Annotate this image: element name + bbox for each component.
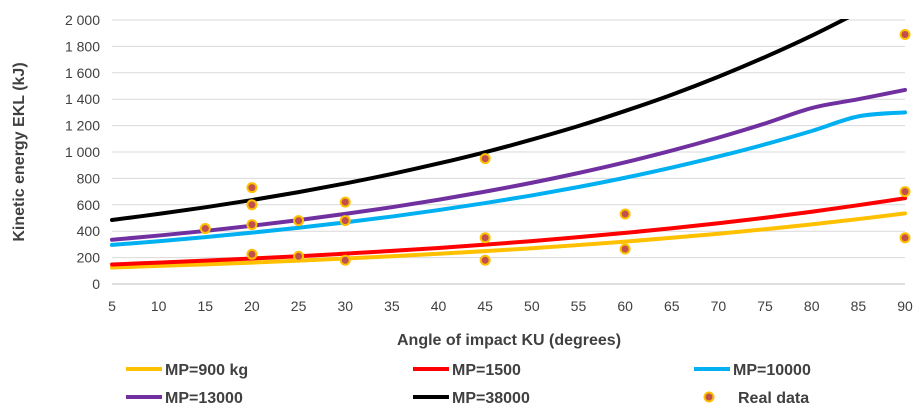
real-data-point: [619, 243, 631, 255]
legend-label-mp13000: MP=13000: [165, 390, 243, 407]
x-tick-label: 35: [384, 298, 400, 314]
real-data-point: [246, 199, 258, 211]
x-tick-label: 90: [897, 298, 913, 314]
x-tick-label: 30: [337, 298, 353, 314]
y-tick-label: 1 000: [65, 144, 100, 160]
legend-label-mp1500: MP=1500: [452, 362, 521, 379]
real-data-point: [246, 182, 258, 194]
real-data-point: [479, 254, 491, 266]
x-tick-label: 10: [151, 298, 167, 314]
y-tick-label: 800: [77, 170, 101, 186]
y-tick-label: 1 400: [65, 91, 100, 107]
y-tick-label: 2 000: [65, 12, 100, 28]
x-tick-label: 5: [108, 298, 116, 314]
real-data-points: [199, 29, 911, 266]
real-data-point: [339, 215, 351, 227]
real-data-point: [246, 248, 258, 260]
real-data-point: [293, 250, 305, 262]
x-tick-label: 15: [198, 298, 214, 314]
series-line-3: [110, 87, 907, 242]
y-tick-label: 600: [77, 197, 101, 213]
x-tick-label: 25: [291, 298, 307, 314]
x-tick-label: 40: [431, 298, 447, 314]
y-tick-label: 0: [92, 276, 100, 292]
real-data-point: [479, 232, 491, 244]
x-tick-label: 50: [524, 298, 540, 314]
legend-label-mp10000: MP=10000: [733, 362, 811, 379]
y-tick-label: 1 200: [65, 118, 100, 134]
x-tick-label: 65: [664, 298, 680, 314]
x-tick-label: 20: [244, 298, 260, 314]
real-data-point: [293, 215, 305, 227]
x-axis-title: Angle of impact KU (degrees): [397, 332, 621, 349]
x-tick-label: 70: [711, 298, 727, 314]
series-line-1: [110, 196, 907, 267]
legend: MP=900 kg MP=1500 MP=10000 MP=13000 MP=3…: [126, 362, 811, 407]
legend-label-mp38000: MP=38000: [452, 390, 530, 407]
real-data-point: [246, 219, 258, 231]
x-tick-label: 60: [617, 298, 633, 314]
legend-label-real-data: Real data: [738, 390, 809, 407]
series-line-0: [110, 211, 907, 270]
x-tick-label: 80: [804, 298, 820, 314]
real-data-point: [899, 29, 911, 41]
y-tick-label: 1 600: [65, 65, 100, 81]
real-data-point: [899, 232, 911, 244]
y-tick-label: 400: [77, 223, 101, 239]
tick-labels: 0 200 400 600 800 1 000 1 200 1 400 1 600 1 800 2 …: [65, 12, 913, 314]
series-line-2: [110, 110, 907, 247]
x-tick-label: 75: [757, 298, 773, 314]
legend-marker-real-data: [703, 391, 715, 403]
x-tick-label: 85: [851, 298, 867, 314]
real-data-point: [619, 208, 631, 220]
x-tick-label: 55: [571, 298, 587, 314]
legend-label-mp900: MP=900 kg: [165, 362, 248, 379]
real-data-point: [479, 153, 491, 165]
real-data-point: [339, 196, 351, 208]
series-lines: [110, 19, 907, 270]
y-tick-label: 200: [77, 250, 101, 266]
real-data-point: [199, 223, 211, 235]
y-axis-title: Kinetic energy EKL (kJ): [11, 62, 28, 241]
real-data-point: [899, 186, 911, 198]
series-line-4: [110, 19, 850, 222]
x-tick-label: 45: [477, 298, 493, 314]
y-tick-label: 1 800: [65, 38, 100, 54]
real-data-point: [339, 254, 351, 266]
